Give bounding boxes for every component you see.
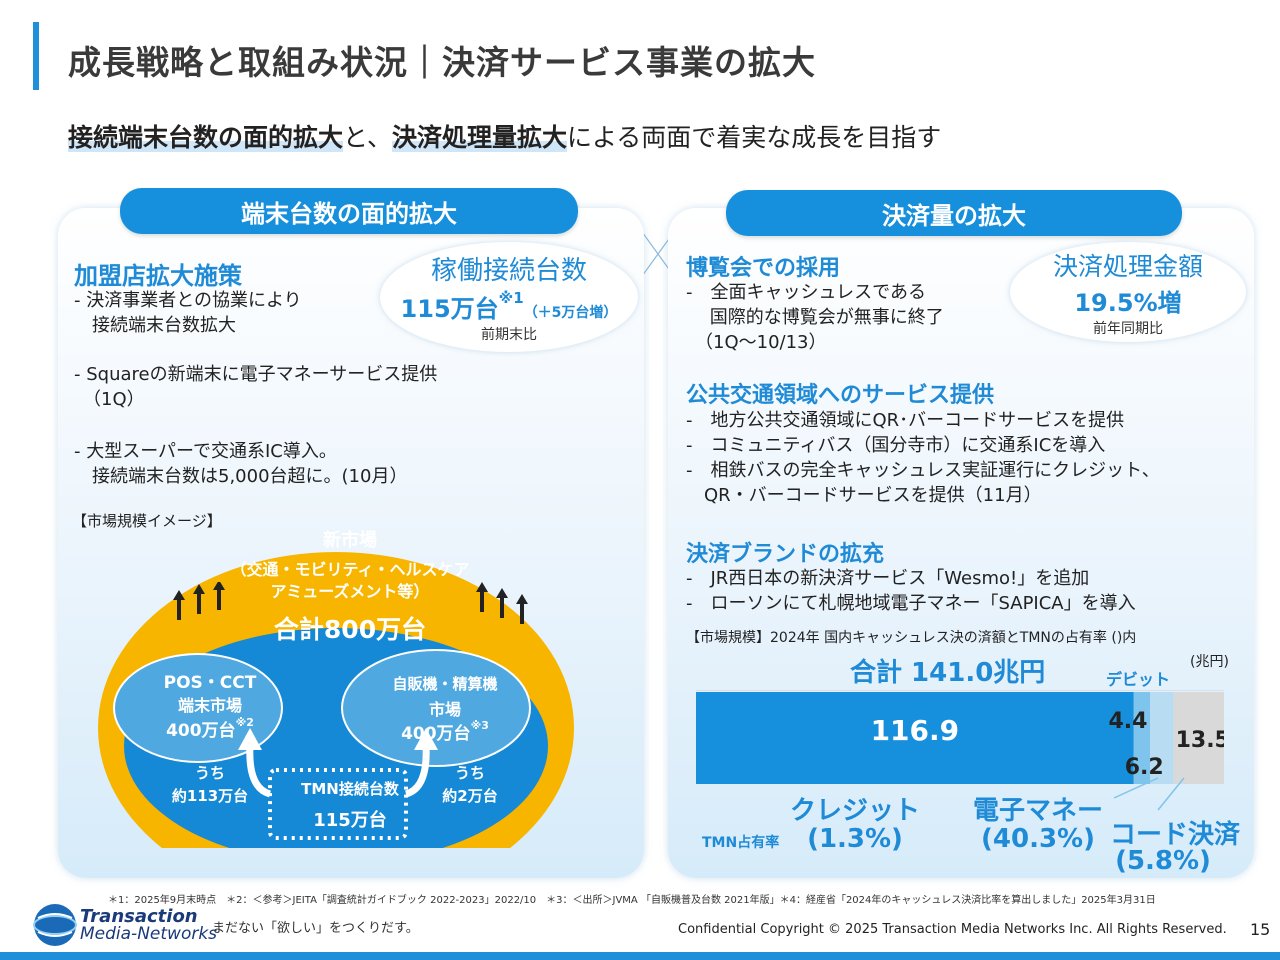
- payment-bubble-compare: 前年同期比: [1093, 320, 1163, 337]
- logo-text-line1: Transaction: [80, 906, 198, 927]
- transport-item-3: - 相鉄バスの完全キャッシュレス実証運行にクレジット、: [686, 460, 1160, 481]
- vend-line3: 400万台※3: [370, 719, 520, 744]
- page-number: 15: [1250, 920, 1271, 939]
- right-uchi-1: うち: [454, 764, 485, 782]
- bubble-label: 稼働接続台数: [430, 256, 587, 286]
- unit-label: (兆円): [1190, 654, 1229, 670]
- expo-item-2: 国際的な博覧会が無事に終了: [686, 307, 944, 328]
- brand-item-2: - ローソンにて札幌地域電子マネー「SAPICA」を導入: [686, 593, 1136, 614]
- market-diagram: [98, 552, 574, 848]
- subtitle-end: による両面で着実な成長を目指す: [567, 123, 942, 152]
- growth-arrows-left-icon: [173, 582, 225, 620]
- pos-mark: ※2: [235, 716, 254, 729]
- left-item-1b: 接続端末台数拡大: [74, 315, 236, 336]
- vend-line1: 自販機・精算機: [392, 675, 498, 693]
- left-item-3b: 接続端末台数は5,000台超に。(10月）: [74, 466, 408, 487]
- copyright: Confidential Copyright © 2025 Transactio…: [678, 922, 1227, 937]
- legend-code-name: コード決済: [1109, 820, 1240, 850]
- tmn-connected-value: 115万台: [313, 810, 387, 831]
- cashless-stacked-bar-chart: 116.9 4.4 6.2 13.5: [696, 690, 1224, 784]
- total-payment-label: 合計 141.0兆円: [850, 658, 1046, 688]
- left-item-2b: （1Q）: [74, 389, 145, 410]
- subtitle-mid: と、: [343, 123, 393, 152]
- transport-item-2: - コミュニティバス（国分寺市）に交通系ICを導入: [686, 435, 1106, 456]
- new-market-title: 新市場: [323, 530, 377, 551]
- left-uchi-2: 約113万台: [171, 787, 249, 805]
- logo-text-line2: Media-Networks: [80, 924, 218, 944]
- bar-segment-3: [1150, 692, 1174, 784]
- page-title: 成長戦略と取組み状況｜決済サービス事業の拡大: [68, 43, 816, 82]
- legend-code-share: (5.8%): [1115, 846, 1211, 876]
- tagline: まだない「欲しい」をつくりだす。: [212, 921, 419, 936]
- pos-line2: 端末市場: [177, 696, 242, 715]
- left-item-3a: - 大型スーパーで交通系IC導入。: [74, 441, 337, 462]
- bottom-accent-bar: [0, 952, 1280, 960]
- title-accent-bar: [33, 22, 39, 90]
- bar-segment-2: [1133, 692, 1151, 784]
- legend-emoney-share: (40.3%): [981, 824, 1095, 854]
- bar-label-4: 13.5: [1176, 728, 1224, 753]
- right-pill-header: 決済量の拡大: [726, 190, 1182, 236]
- pos-line1: POS・CCT: [163, 673, 257, 693]
- left-uchi-1: うち: [194, 764, 225, 782]
- bubble-note-mark: ※1: [498, 289, 524, 307]
- bubble-compare: 前期末比: [481, 327, 537, 343]
- pos-line3: 400万台※2: [140, 716, 280, 741]
- expo-title: 博覧会での採用: [686, 256, 841, 281]
- bubble-delta: （＋5万台増）: [523, 305, 618, 321]
- debit-label: デビット: [1106, 670, 1171, 689]
- payment-amount-bubble: 決済処理金額 19.5%増 前年同期比: [1010, 242, 1246, 342]
- vend-mark: ※3: [470, 719, 489, 732]
- subtitle-highlight-1: 接続端末台数の面的拡大: [68, 123, 344, 152]
- left-pill-header: 端末台数の面的拡大: [120, 188, 578, 234]
- bar-label-2: 4.4: [1108, 709, 1147, 734]
- bar-segment-1: [696, 692, 1134, 784]
- vend-value: 400万台: [401, 724, 471, 744]
- new-market-line2: アミューズメント等）: [270, 582, 430, 601]
- market-image-label: 【市場規模イメージ】: [72, 512, 222, 530]
- brand-title: 決済ブランドの拡充: [686, 542, 885, 567]
- page-subtitle: 接続端末台数の面的拡大と、決済処理量拡大による両面で着実な成長を目指す: [68, 118, 941, 154]
- growth-arrows-right-icon: [476, 582, 528, 624]
- payment-bubble-value: 19.5%増: [1074, 288, 1182, 317]
- expo-item-1: - 全面キャッシュレスである: [686, 282, 926, 303]
- leader-lines: [1113, 777, 1185, 811]
- vend-line2: 市場: [428, 700, 461, 719]
- left-section-title: 加盟店拡大施策: [74, 262, 242, 290]
- brand-item-1: - JR西日本の新決済サービス「Wesmo!」を追加: [686, 568, 1090, 589]
- new-market-line1: （交通・モビリティ・ヘルスケア: [230, 560, 470, 579]
- footnote: ＊1：2025年9月末時点 ＊2：＜参考＞JEITA「調査統計ガイドブック 20…: [108, 895, 1156, 906]
- bar-label-1: 116.9: [871, 714, 960, 747]
- legend-emoney-name: 電子マネー: [972, 796, 1103, 826]
- legend-credit-share: (1.3%): [807, 824, 903, 854]
- transport-item-1: - 地方公共交通領域にQR･バーコードサービスを提供: [686, 410, 1125, 431]
- bubble-value: 115万台: [400, 295, 499, 323]
- legend-credit-name: クレジット: [789, 796, 920, 826]
- subtitle-highlight-2: 決済処理量拡大: [392, 123, 568, 152]
- payment-bubble-label: 決済処理金額: [1052, 251, 1203, 281]
- total-market: 合計800万台: [273, 615, 427, 644]
- market-caption: 【市場規模】2024年 国内キャッシュレス決の済額とTMNの占有率 ()内: [686, 630, 1137, 646]
- transport-title: 公共交通領域へのサービス提供: [686, 383, 995, 408]
- bar-segment-4: [1173, 692, 1224, 784]
- transport-item-4: QR・バーコードサービスを提供（11月）: [686, 485, 1042, 506]
- bar-label-3: 6.2: [1125, 755, 1164, 780]
- tmn-connected-label: TMN接続台数: [301, 780, 399, 798]
- expo-item-3: （1Q〜10/13）: [686, 332, 827, 353]
- right-uchi-2: 約2万台: [442, 787, 498, 805]
- company-logo-globe-icon: [33, 904, 77, 946]
- left-item-2a: - Squareの新端末に電子マネーサービス提供: [74, 364, 438, 385]
- pos-value: 400万台: [166, 721, 236, 741]
- active-terminals-bubble: 稼働接続台数 115万台※1（＋5万台増） 前期末比: [380, 242, 638, 352]
- left-item-1a: - 決済事業者との協業により: [74, 290, 302, 311]
- tmn-share-label: TMN占有率: [702, 835, 780, 851]
